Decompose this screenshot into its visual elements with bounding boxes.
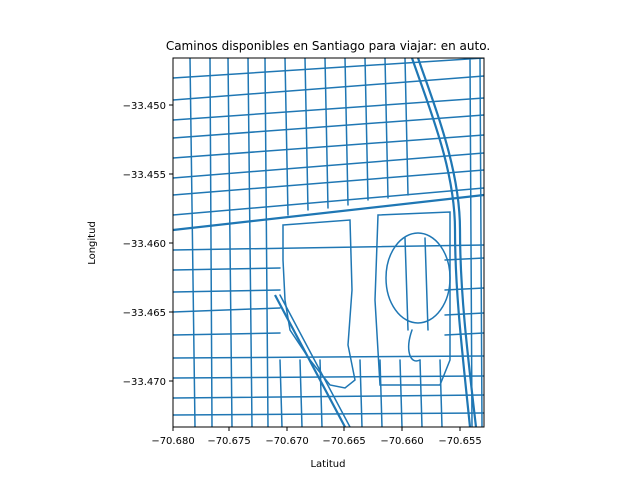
x-tick-label: −70.675: [207, 436, 250, 447]
y-tick-label: −33.460: [123, 239, 166, 250]
y-tick-label: −33.470: [123, 377, 166, 388]
x-tick-label: −70.665: [322, 436, 365, 447]
road-network: [173, 58, 484, 427]
y-tick-label: −33.455: [123, 170, 166, 181]
y-axis: −33.450 −33.455 −33.460 −33.465 −33.470 …: [87, 101, 173, 388]
y-axis-label: Longitud: [87, 221, 98, 265]
x-tick-label: −70.670: [265, 436, 308, 447]
x-tick-label: −70.660: [380, 436, 423, 447]
map-title: Caminos disponibles en Santiago para via…: [166, 39, 490, 53]
x-tick-label: −70.680: [151, 436, 194, 447]
x-axis-label: Latitud: [310, 459, 345, 470]
x-tick-label: −70.655: [438, 436, 481, 447]
x-axis: −70.680 −70.675 −70.670 −70.665 −70.660 …: [151, 427, 482, 470]
y-tick-label: −33.450: [123, 101, 166, 112]
y-tick-label: −33.465: [123, 308, 166, 319]
